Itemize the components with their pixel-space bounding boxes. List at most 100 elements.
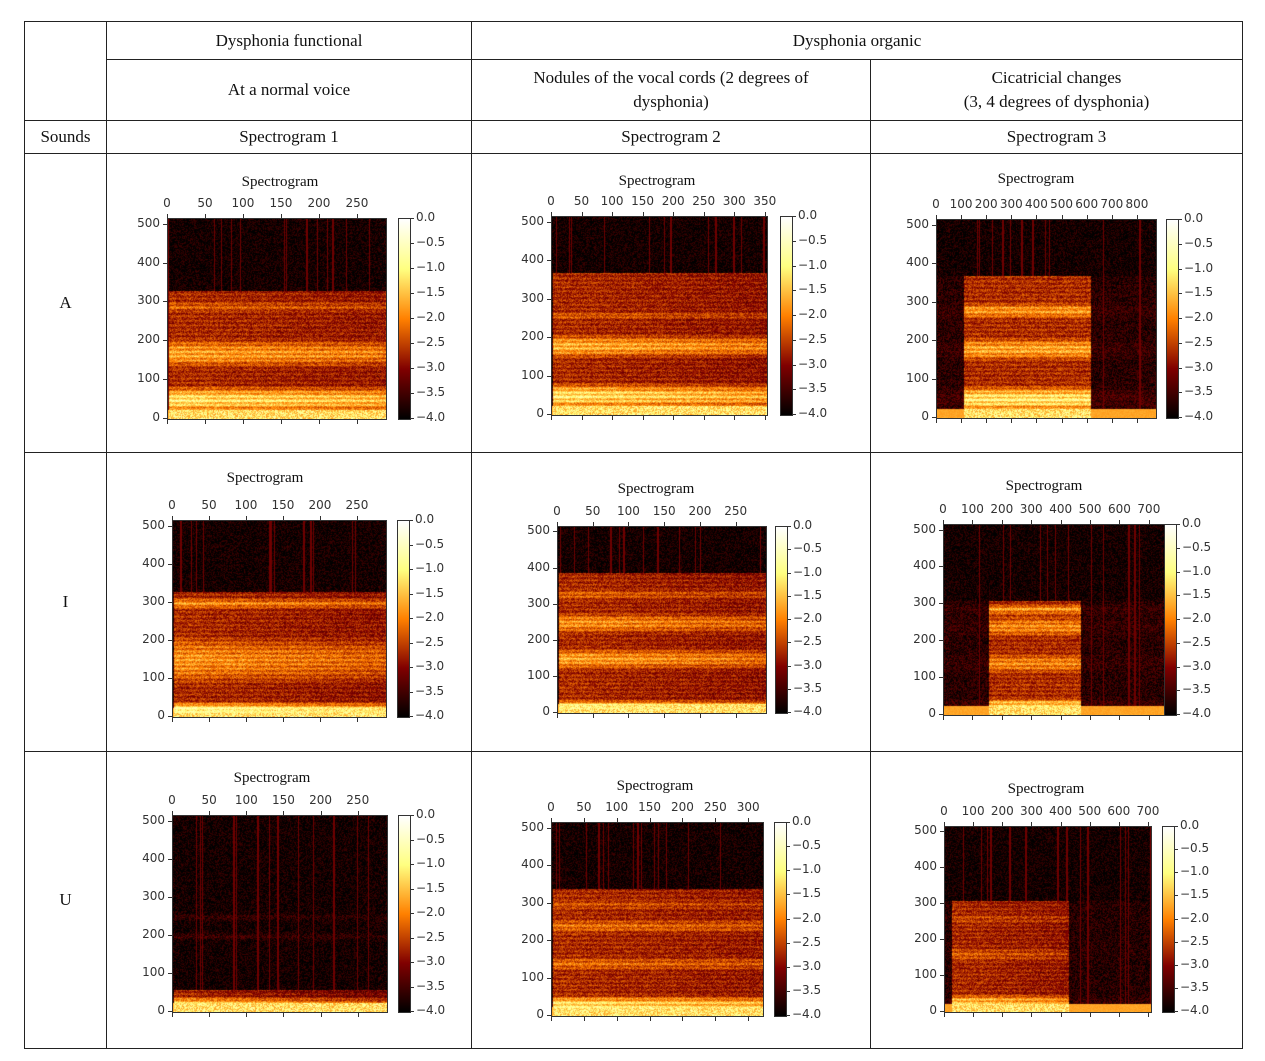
y-tick-mark: [547, 1015, 551, 1016]
colorbar-tick-label: −1.0: [792, 862, 822, 877]
x-tick-mark: [246, 811, 248, 815]
x-tick-mark: [357, 811, 359, 815]
x-tick-mark: [734, 416, 736, 420]
x-tick-mark: [735, 714, 737, 718]
colorbar-tick-label: 0.0: [798, 208, 818, 222]
x-tick-label: 600: [1107, 804, 1131, 818]
header-cicatricial-line1: Cicatricial changes: [991, 68, 1122, 87]
x-tick-mark: [748, 818, 750, 822]
y-tick-mark: [168, 858, 172, 860]
x-tick-label: 400: [1049, 502, 1073, 516]
spectrogram-image: [172, 520, 387, 718]
colorbar-tick-mark: [1178, 342, 1182, 344]
x-tick-mark: [973, 822, 975, 826]
colorbar-tick-mark: [1176, 714, 1180, 715]
colorbar-tick-mark: [1178, 318, 1182, 319]
x-tick-mark: [764, 416, 766, 420]
colorbar-tick-label: 0.0: [1182, 516, 1202, 530]
colorbar-tick-mark: [786, 990, 790, 992]
colorbar-tick-label: −1.0: [1182, 563, 1212, 578]
colorbar-tick-label: 0.0: [792, 814, 812, 828]
y-tick-label: 200: [142, 631, 165, 646]
x-tick-label: 800: [1125, 197, 1149, 211]
y-tick-mark: [168, 563, 172, 565]
colorbar-tick-mark: [786, 846, 790, 848]
colorbar-tick-mark: [410, 864, 414, 865]
x-tick-mark: [356, 516, 358, 520]
x-tick-label: 0: [553, 504, 561, 518]
colorbar-tick-mark: [792, 389, 796, 391]
x-tick-label: 500: [1050, 197, 1074, 211]
y-tick-label: 100: [137, 371, 160, 386]
colorbar: [397, 520, 410, 718]
y-tick-label: 400: [527, 559, 550, 574]
plot-title: Spectrogram: [1007, 781, 1085, 797]
y-tick-label: 300: [137, 293, 160, 308]
x-tick-mark: [242, 420, 244, 424]
x-tick-label: 50: [201, 793, 217, 807]
colorbar-tick-label: −4.0: [415, 708, 445, 722]
y-tick-label: 500: [906, 216, 929, 231]
colorbar-tick-mark: [786, 870, 790, 872]
colorbar-tick-label: 0.0: [415, 512, 435, 526]
colorbar-tick-mark: [786, 942, 790, 944]
colorbar-tick-label: −1.5: [1184, 285, 1214, 300]
x-tick-mark: [356, 214, 358, 218]
colorbar-tick-mark: [1174, 849, 1178, 851]
y-tick-label: 0: [542, 704, 550, 718]
sound-label-u: U: [24, 751, 107, 1049]
colorbar-tick-label: 0.0: [1184, 211, 1204, 225]
colorbar-tick-mark: [786, 966, 790, 968]
x-tick-mark: [245, 718, 247, 722]
colorbar-tick-label: 0.0: [416, 807, 436, 821]
y-tick-label: 300: [142, 888, 165, 903]
colorbar-tick-mark: [787, 688, 791, 690]
x-tick-mark: [986, 419, 988, 423]
y-tick-mark: [547, 940, 551, 942]
x-tick-mark: [1061, 419, 1063, 423]
y-tick-label: 0: [928, 706, 936, 720]
y-tick-mark: [168, 716, 172, 717]
colorbar-tick-label: −2.0: [1180, 910, 1210, 925]
y-tick-label: 100: [913, 669, 936, 684]
y-tick-label: 200: [914, 931, 937, 946]
colorbar-tick-label: −1.0: [415, 561, 445, 575]
colorbar-tick-label: −1.5: [1180, 887, 1210, 902]
x-tick-mark: [320, 1013, 322, 1017]
x-tick-label: 150: [269, 196, 293, 210]
x-tick-mark: [628, 522, 630, 526]
spectrogram-image: [557, 526, 767, 714]
x-tick-mark: [280, 214, 282, 218]
colorbar-tick-label: −1.5: [798, 282, 828, 297]
x-tick-mark: [673, 212, 675, 216]
x-tick-mark: [1089, 1013, 1091, 1017]
plot-title: Spectrogram: [618, 173, 696, 189]
x-tick-label: 0: [163, 196, 171, 210]
x-tick-label: 250: [703, 800, 727, 814]
x-tick-mark: [1011, 215, 1013, 219]
x-tick-label: 200: [671, 800, 694, 814]
x-tick-mark: [1031, 822, 1033, 826]
x-tick-label: 0: [939, 502, 947, 516]
colorbar-tick-mark: [1178, 293, 1182, 295]
colorbar-tick-label: −2.0: [798, 307, 828, 321]
x-tick-label: 350: [753, 194, 777, 208]
colorbar-tick-label: −1.5: [415, 585, 445, 600]
x-tick-mark: [1036, 215, 1038, 219]
plot-title: Spectrogram: [616, 778, 694, 794]
x-tick-mark: [628, 714, 630, 718]
y-tick-label: 400: [142, 555, 165, 570]
colorbar-tick-label: −2.5: [793, 634, 823, 649]
x-tick-label: 400: [1025, 197, 1048, 211]
colorbar-tick-mark: [1174, 918, 1178, 920]
x-tick-mark: [583, 818, 585, 822]
y-tick-label: 300: [906, 293, 929, 308]
y-tick-label: 300: [527, 595, 550, 610]
x-tick-mark: [1011, 419, 1013, 423]
colorbar-tick-mark: [792, 414, 796, 415]
y-tick-mark: [547, 865, 551, 867]
colorbar-tick-mark: [410, 962, 414, 963]
x-tick-mark: [172, 718, 173, 722]
colorbar-tick-mark: [409, 618, 413, 619]
y-tick-label: 100: [142, 669, 165, 684]
